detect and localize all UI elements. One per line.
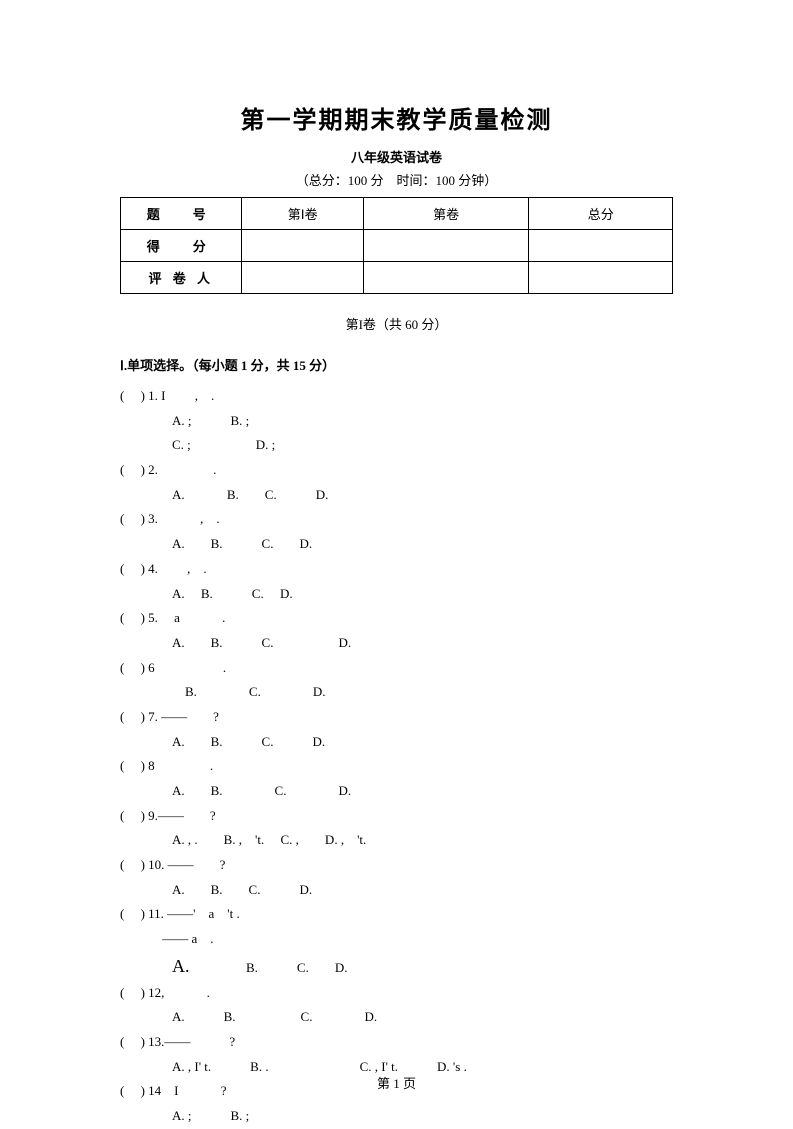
question-options: A. B. C. D. [120,730,673,755]
cell [242,230,363,262]
question-9: ( ) 9.―― ? A. , . B. , 't. C. , D. , 't. [120,804,673,853]
cell: 第Ⅰ卷 [242,198,363,230]
question-stem: ( ) 3. , . [120,507,673,532]
cell-label: 得 分 [121,230,242,262]
question-options: A. ; B. ; [120,1104,673,1129]
subtitle: 八年级英语试卷 [120,147,673,166]
cell: 第卷 [363,198,529,230]
question-7: ( ) 7. ―― ? A. B. C. D. [120,705,673,754]
question-stem: ( ) 9.―― ? [120,804,673,829]
cell-label: 评 卷 人 [121,262,242,294]
question-8: ( ) 8 . A. B. C. D. [120,754,673,803]
question-options: A. , . B. , 't. C. , D. , 't. [120,828,673,853]
question-stem: ―― a . [120,927,673,952]
question-10: ( ) 10. ―― ? A. B. C. D. [120,853,673,902]
question-options: C. ; D. ; [120,433,673,458]
question-options: A. B. C. D. [120,532,673,557]
option-a: A. [172,956,190,976]
question-options: A. ; B. ; [120,409,673,434]
table-row: 评 卷 人 [121,262,673,294]
question-stem: ( ) 11. ――' a 't . [120,902,673,927]
exam-meta: （总分：100 分 时间：100 分钟） [120,170,673,189]
question-stem: ( ) 1. I , . [120,384,673,409]
cell [363,262,529,294]
question-options: B. C. D. [120,680,673,705]
question-11: ( ) 11. ――' a 't . ―― a . A. B. C. D. [120,902,673,980]
question-3: ( ) 3. , . A. B. C. D. [120,507,673,556]
question-stem: ( ) 12, . [120,981,673,1006]
section-label: 第I卷（共 60 分） [120,314,673,333]
question-stem: ( ) 7. ―― ? [120,705,673,730]
question-options: A. B. C. D. [120,1005,673,1030]
question-stem: ( ) 13.―― ? [120,1030,673,1055]
question-stem: ( ) 6 . [120,656,673,681]
question-1: ( ) 1. I , . A. ; B. ; C. ; D. ; [120,384,673,458]
question-stem: ( ) 2. . [120,458,673,483]
question-2: ( ) 2. . A. B. C. D. [120,458,673,507]
cell [529,230,673,262]
question-options: A. B. C. D. [120,956,348,976]
question-4: ( ) 4. , . A. B. C. D. [120,557,673,606]
question-options: A. B. C. D. [120,483,673,508]
question-options: A. B. C. D. [120,582,673,607]
cell [363,230,529,262]
table-row: 题 号 第Ⅰ卷 第卷 总分 [121,198,673,230]
question-stem: ( ) 4. , . [120,557,673,582]
question-5: ( ) 5. a . A. B. C. D. [120,606,673,655]
cell-label: 题 号 [121,198,242,230]
question-options: A. B. C. D. [120,779,673,804]
cell [242,262,363,294]
question-stem: ( ) 5. a . [120,606,673,631]
question-stem: ( ) 8 . [120,754,673,779]
question-options: A. B. C. D. [120,878,673,903]
question-options: A. B. C. D. [120,631,673,656]
cell [529,262,673,294]
part-header: Ⅰ.单项选择。（每小题 1 分，共 15 分） [120,355,673,374]
question-13: ( ) 13.―― ? A. , I' t. B. . C. , I' t. D… [120,1030,673,1079]
question-stem: ( ) 10. ―― ? [120,853,673,878]
page-footer: 第 1 页 [0,1073,793,1092]
table-row: 得 分 [121,230,673,262]
cell: 总分 [529,198,673,230]
question-6: ( ) 6 . B. C. D. [120,656,673,705]
score-table: 题 号 第Ⅰ卷 第卷 总分 得 分 评 卷 人 [120,197,673,294]
page-title: 第一学期期末教学质量检测 [120,100,673,135]
question-12: ( ) 12, . A. B. C. D. [120,981,673,1030]
option-rest: B. C. D. [246,960,347,975]
